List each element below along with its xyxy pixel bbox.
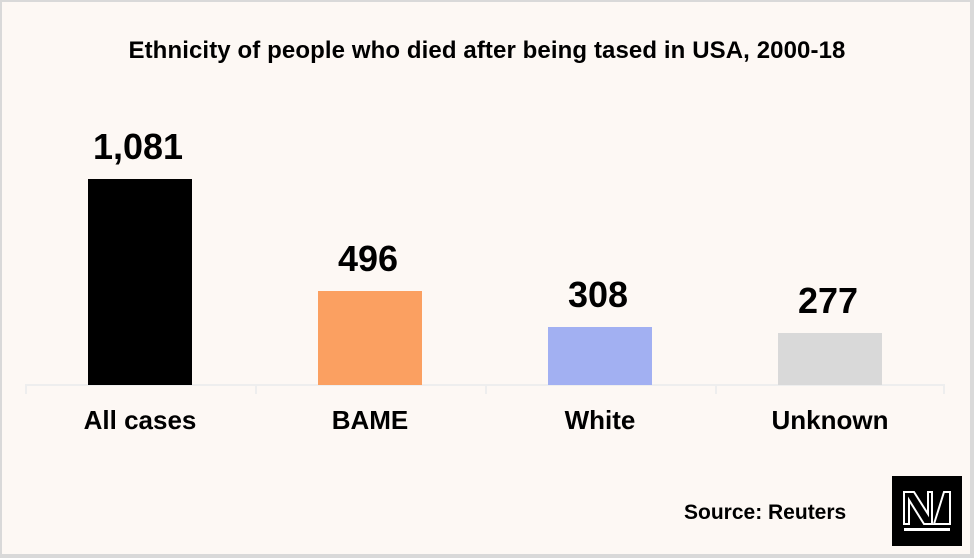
bar-value-label: 496 bbox=[337, 238, 399, 279]
bar-all-cases bbox=[88, 179, 192, 385]
category-label: BAME bbox=[331, 405, 409, 435]
x-axis-tick bbox=[485, 384, 487, 394]
x-axis-tick bbox=[25, 384, 27, 394]
bar-unknown bbox=[778, 333, 882, 385]
x-axis-tick bbox=[943, 384, 945, 394]
bar-value-label: 277 bbox=[797, 280, 859, 321]
category-label: All cases bbox=[83, 405, 197, 435]
bar-value-label: 1,081 bbox=[92, 126, 184, 167]
category-label: White bbox=[564, 405, 636, 435]
x-axis-tick bbox=[255, 384, 257, 394]
category-label: Unknown bbox=[771, 405, 889, 435]
bar-bame bbox=[318, 291, 422, 385]
bar-white bbox=[548, 327, 652, 385]
bar-value-label: 308 bbox=[567, 274, 629, 315]
chart-title: Ethnicity of people who died after being… bbox=[128, 37, 846, 64]
nm-logo-icon bbox=[892, 476, 962, 546]
source-note: Source: Reuters bbox=[684, 501, 847, 524]
x-axis-tick bbox=[715, 384, 717, 394]
